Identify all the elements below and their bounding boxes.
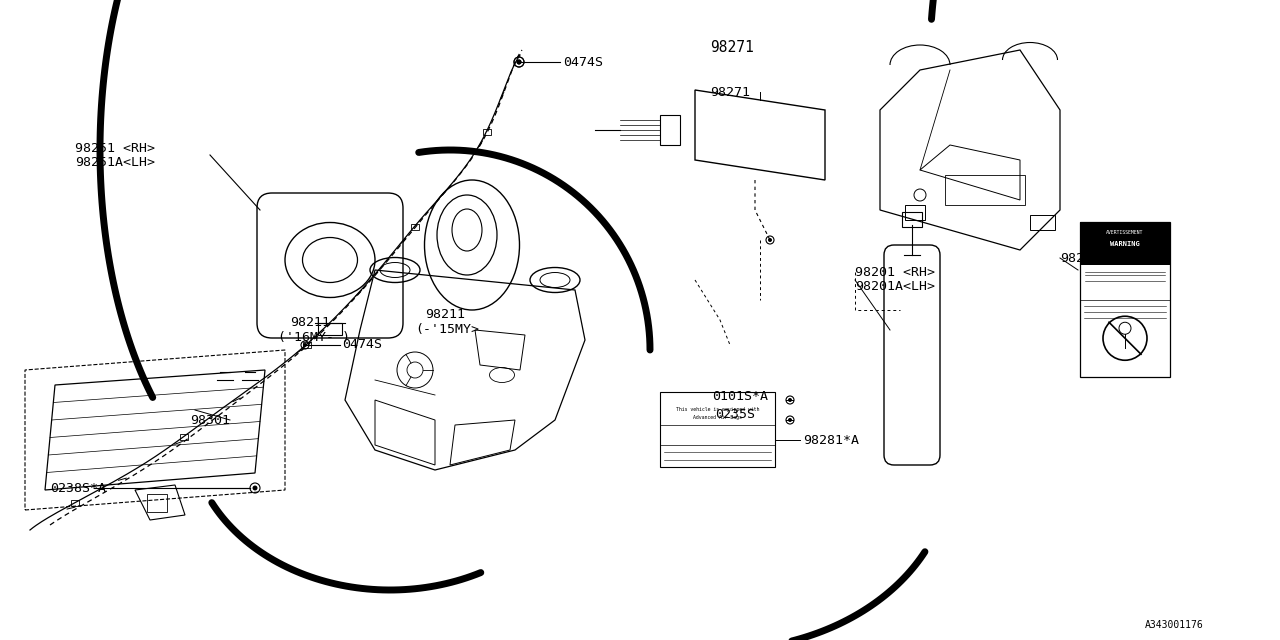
Bar: [905, 205, 925, 220]
Bar: [70, 500, 79, 506]
Bar: [147, 494, 166, 512]
Text: 98301: 98301: [189, 413, 230, 426]
Text: 98251A<LH>: 98251A<LH>: [76, 157, 155, 170]
Bar: [660, 115, 680, 145]
Bar: [660, 392, 774, 467]
Bar: [317, 323, 342, 335]
Text: 98281*A: 98281*A: [803, 433, 859, 447]
Text: AVERTISSEMENT: AVERTISSEMENT: [1106, 230, 1144, 236]
Text: 0235S: 0235S: [716, 408, 755, 422]
Circle shape: [517, 60, 521, 65]
Circle shape: [303, 343, 307, 347]
Bar: [1080, 222, 1170, 377]
Bar: [1030, 215, 1055, 230]
Bar: [411, 224, 419, 230]
Circle shape: [517, 60, 521, 65]
Text: 0474S: 0474S: [342, 339, 381, 351]
Text: WARNING: WARNING: [1110, 241, 1140, 246]
Text: 0474S: 0474S: [563, 56, 603, 68]
Text: 98251 <RH>: 98251 <RH>: [76, 141, 155, 154]
Text: 98271: 98271: [710, 86, 750, 99]
Circle shape: [788, 418, 792, 422]
Text: 98211: 98211: [291, 317, 330, 330]
Text: 0238S*A: 0238S*A: [50, 481, 106, 495]
Text: This vehicle is equipped with: This vehicle is equipped with: [676, 408, 759, 413]
Text: 98281*B: 98281*B: [1060, 252, 1116, 264]
Circle shape: [252, 486, 257, 490]
Bar: [1080, 222, 1170, 266]
Text: A343001176: A343001176: [1146, 620, 1203, 630]
Text: ('16MY- ): ('16MY- ): [278, 332, 349, 344]
Text: 98271: 98271: [710, 40, 754, 56]
Bar: [302, 342, 311, 348]
Text: Advanced Air Bags: Advanced Air Bags: [692, 415, 742, 420]
Bar: [902, 212, 922, 227]
Circle shape: [788, 398, 792, 402]
Text: 0101S*A: 0101S*A: [712, 390, 768, 403]
Text: 98211: 98211: [425, 308, 465, 321]
Bar: [484, 129, 492, 134]
Text: (-'15MY>: (-'15MY>: [415, 323, 479, 337]
Text: 98201 <RH>: 98201 <RH>: [855, 266, 934, 278]
Bar: [945, 175, 1025, 205]
Text: 98201A<LH>: 98201A<LH>: [855, 280, 934, 294]
Bar: [180, 434, 188, 440]
Circle shape: [768, 238, 772, 242]
